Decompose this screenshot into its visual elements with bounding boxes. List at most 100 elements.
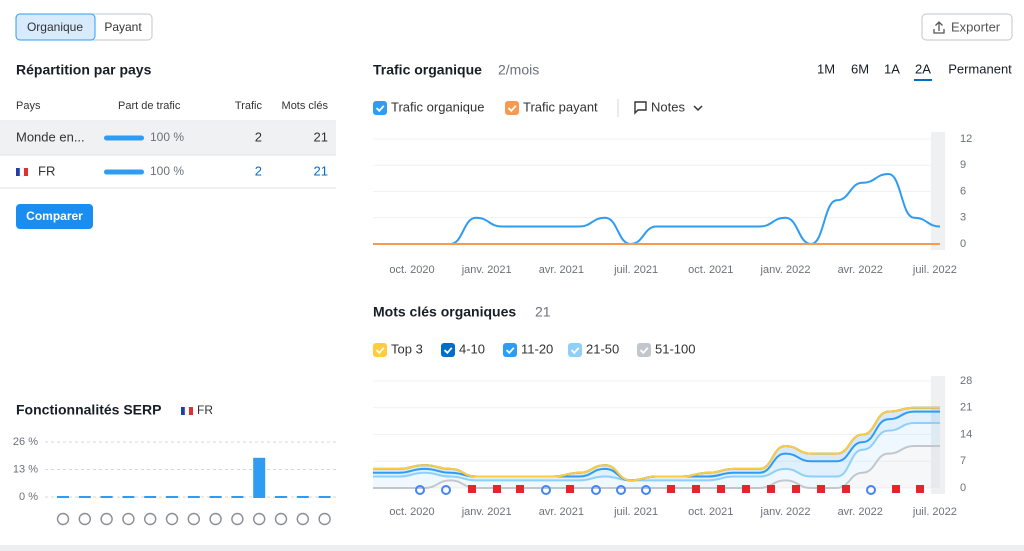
series-area: [373, 411, 940, 481]
period-option[interactable]: 2A: [915, 61, 931, 76]
tab-active[interactable]: [15, 13, 96, 41]
checkmark: [507, 105, 517, 113]
legend-checkbox: [637, 343, 651, 357]
series-line: [373, 444, 940, 489]
legend-checkbox: [373, 343, 387, 357]
traffic-value: 2: [255, 163, 262, 178]
export-label[interactable]: Exporter: [951, 19, 1001, 34]
y-tick-label: 12: [960, 133, 972, 145]
y-tick-label: 0: [960, 482, 966, 494]
notes-label[interactable]: Notes: [651, 99, 685, 114]
note-flag: [792, 485, 800, 493]
bar: [231, 496, 244, 498]
share-label: 100 %: [150, 164, 184, 178]
y-tick-label: 0: [960, 238, 966, 250]
column-header: Pays: [16, 100, 41, 112]
feature-icon: [100, 512, 113, 526]
y-tick-label: 6: [960, 185, 966, 197]
flag: [19, 167, 25, 177]
google-note: [641, 485, 651, 495]
chart-title: Trafic organique: [373, 62, 482, 78]
legend-label: Trafic payant: [523, 99, 598, 114]
legend-label: 21-50: [586, 341, 619, 356]
chart-title: Mots clés organiques: [373, 304, 516, 320]
google-note: [441, 485, 451, 495]
x-tick-label: oct. 2021: [688, 506, 733, 518]
y-tick-label: 13 %: [13, 463, 38, 475]
section-title: Fonctionnalités SERP: [16, 402, 161, 418]
flag: [181, 407, 185, 415]
x-tick-label: juil. 2021: [613, 264, 658, 276]
period-option[interactable]: Permanent: [948, 61, 1012, 76]
y-tick-label: 3: [960, 212, 966, 224]
keywords-value: 21: [314, 129, 328, 144]
share-label: 100 %: [150, 130, 184, 144]
note-flag: [516, 485, 524, 493]
table-cells: 100 % 2 21 100 % 2 21: [104, 129, 328, 178]
share-bar: [104, 135, 144, 141]
note-flag: [767, 485, 775, 493]
y-tick-label: 21: [960, 402, 972, 414]
bar: [78, 496, 91, 498]
y-tick-label: 14: [960, 428, 972, 440]
country-name: FR: [38, 163, 55, 178]
y-tick-label: 0 %: [19, 491, 38, 503]
notes-icon: [634, 101, 647, 115]
tab[interactable]: Payant: [104, 20, 142, 34]
x-tick-label: avr. 2021: [539, 506, 584, 518]
period-option[interactable]: 1A: [884, 61, 900, 76]
note-flag: [692, 485, 700, 493]
series-line: [373, 422, 940, 482]
column-header: Mots clés: [282, 100, 329, 112]
x-tick-label: avr. 2021: [539, 264, 584, 276]
series-line: [373, 172, 941, 246]
serp-country: FR: [197, 403, 213, 417]
feature-icon: [165, 512, 179, 526]
chart-subtitle: 2/mois: [498, 62, 539, 78]
feature-icon: [187, 512, 201, 526]
compare-button[interactable]: [16, 204, 93, 229]
bar: [296, 496, 309, 498]
chevron: [693, 105, 703, 112]
x-tick-label: juil. 2022: [912, 264, 957, 276]
feature-icon: [56, 512, 70, 526]
period-option[interactable]: 6M: [851, 61, 869, 76]
tab[interactable]: Organique: [27, 20, 83, 34]
flag: [184, 406, 190, 416]
feature-icon: [143, 512, 157, 526]
y-tick-label: 26 %: [13, 436, 38, 448]
compare-label[interactable]: Comparer: [26, 209, 83, 223]
google-note: [591, 485, 601, 495]
share-bar: [104, 169, 144, 175]
feature-icon: [253, 512, 266, 526]
note-flag: [916, 485, 924, 493]
feature-icon: [231, 512, 244, 526]
y-tick-label: 28: [960, 375, 972, 387]
legend-checkbox: [505, 101, 519, 115]
series-area: [373, 407, 940, 481]
feature-icon: [274, 512, 288, 526]
feature-icon: [122, 512, 135, 526]
note-flag: [742, 485, 750, 493]
note-flag: [493, 485, 501, 493]
country-name: Monde en...: [16, 129, 85, 144]
flag: [16, 168, 20, 176]
checkmark: [375, 347, 385, 355]
note-flag: [468, 485, 476, 493]
bar: [57, 496, 69, 498]
checkmark: [443, 347, 453, 355]
y-tick-label: 9: [960, 159, 966, 171]
x-tick-label: oct. 2020: [389, 264, 434, 276]
x-tick-label: juil. 2022: [912, 506, 957, 518]
note-flag: [566, 485, 574, 493]
google-note: [616, 485, 626, 495]
series-line: [373, 406, 940, 482]
period-option[interactable]: 1M: [817, 61, 835, 76]
x-tick-label: juil. 2021: [613, 506, 658, 518]
bottom-bar: [0, 545, 1024, 551]
legend-label: Trafic organique: [391, 99, 484, 114]
legend-label: 51-100: [655, 341, 695, 356]
legend-label: Top 3: [391, 341, 423, 356]
